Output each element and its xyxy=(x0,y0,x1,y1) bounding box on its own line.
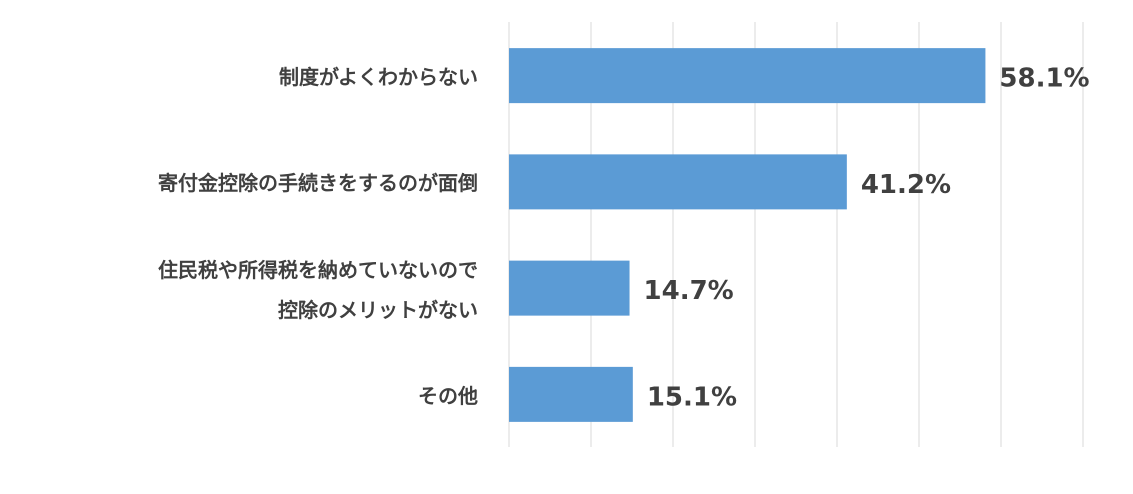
value-label: 41.2% xyxy=(861,170,951,200)
value-label: 14.7% xyxy=(644,276,734,306)
category-label: 住民税や所得税を納めていないので 控除のメリットがない xyxy=(158,257,478,322)
bar xyxy=(509,154,847,210)
category-label: 制度がよくわからない xyxy=(279,65,478,90)
category-label: その他 xyxy=(418,383,478,408)
bar xyxy=(509,48,986,104)
bar xyxy=(509,260,630,316)
category-label: 寄付金控除の手続きをするのが面倒 xyxy=(158,171,478,196)
value-label: 15.1% xyxy=(647,382,737,412)
bar xyxy=(509,366,633,422)
value-label: 58.1% xyxy=(999,64,1089,94)
